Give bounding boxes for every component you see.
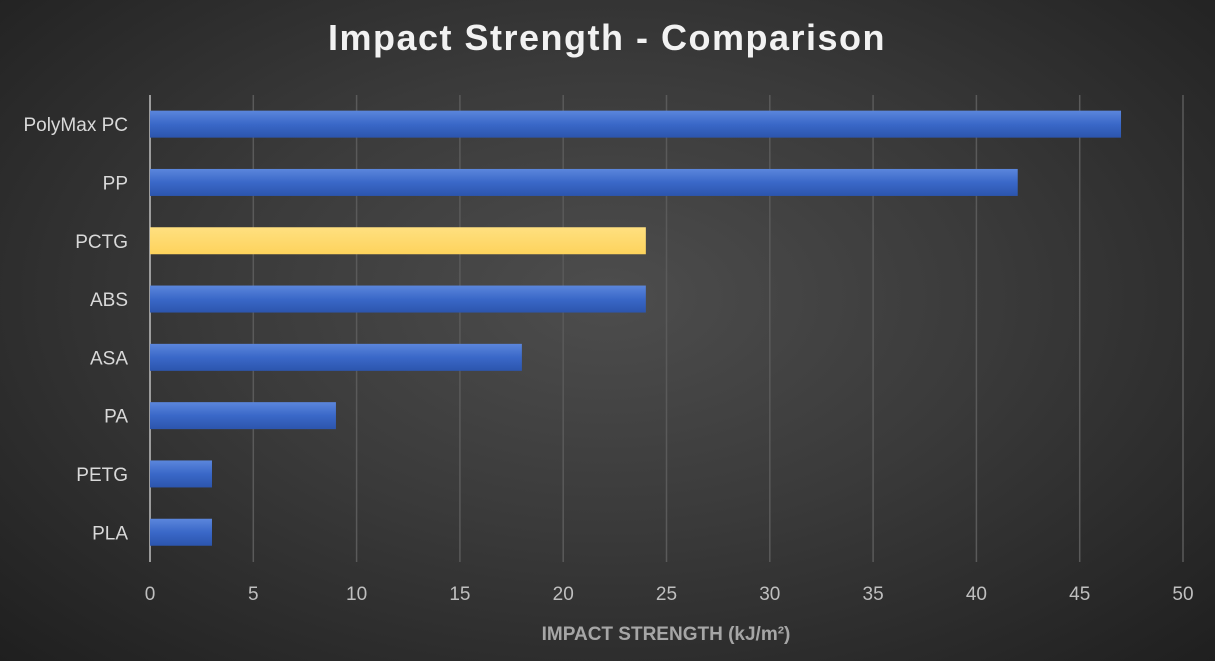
y-category-label: ASA xyxy=(90,348,128,369)
bar-pa xyxy=(150,402,336,430)
x-tick-label: 40 xyxy=(966,584,987,605)
x-tick-label: 10 xyxy=(346,584,367,605)
chart-title: Impact Strength - Comparison xyxy=(328,17,886,58)
x-tick-label: 0 xyxy=(145,584,156,605)
bar-pctg xyxy=(150,227,646,255)
y-category-label: PLA xyxy=(92,523,128,544)
bar-petg xyxy=(150,460,212,488)
y-category-label: ABS xyxy=(90,290,128,311)
x-tick-label: 25 xyxy=(656,584,677,605)
y-category-label: PP xyxy=(103,173,128,194)
bar-polymax-pc xyxy=(150,110,1122,138)
x-axis-title: IMPACT STRENGTH (kJ/m²) xyxy=(542,624,791,645)
bar-pla xyxy=(150,518,212,546)
y-category-label: PETG xyxy=(76,465,128,486)
x-tick-label: 20 xyxy=(553,584,574,605)
bar-asa xyxy=(150,343,522,371)
y-category-label: PCTG xyxy=(75,232,128,253)
bar-pp xyxy=(150,168,1018,196)
x-tick-label: 45 xyxy=(1069,584,1090,605)
bar-abs xyxy=(150,285,646,313)
x-tick-label: 15 xyxy=(449,584,470,605)
x-tick-label: 5 xyxy=(248,584,259,605)
x-tick-label: 50 xyxy=(1172,584,1193,605)
x-tick-label: 30 xyxy=(759,584,780,605)
x-tick-label: 35 xyxy=(863,584,884,605)
y-category-label: PA xyxy=(104,407,128,428)
y-category-label: PolyMax PC xyxy=(23,115,128,136)
